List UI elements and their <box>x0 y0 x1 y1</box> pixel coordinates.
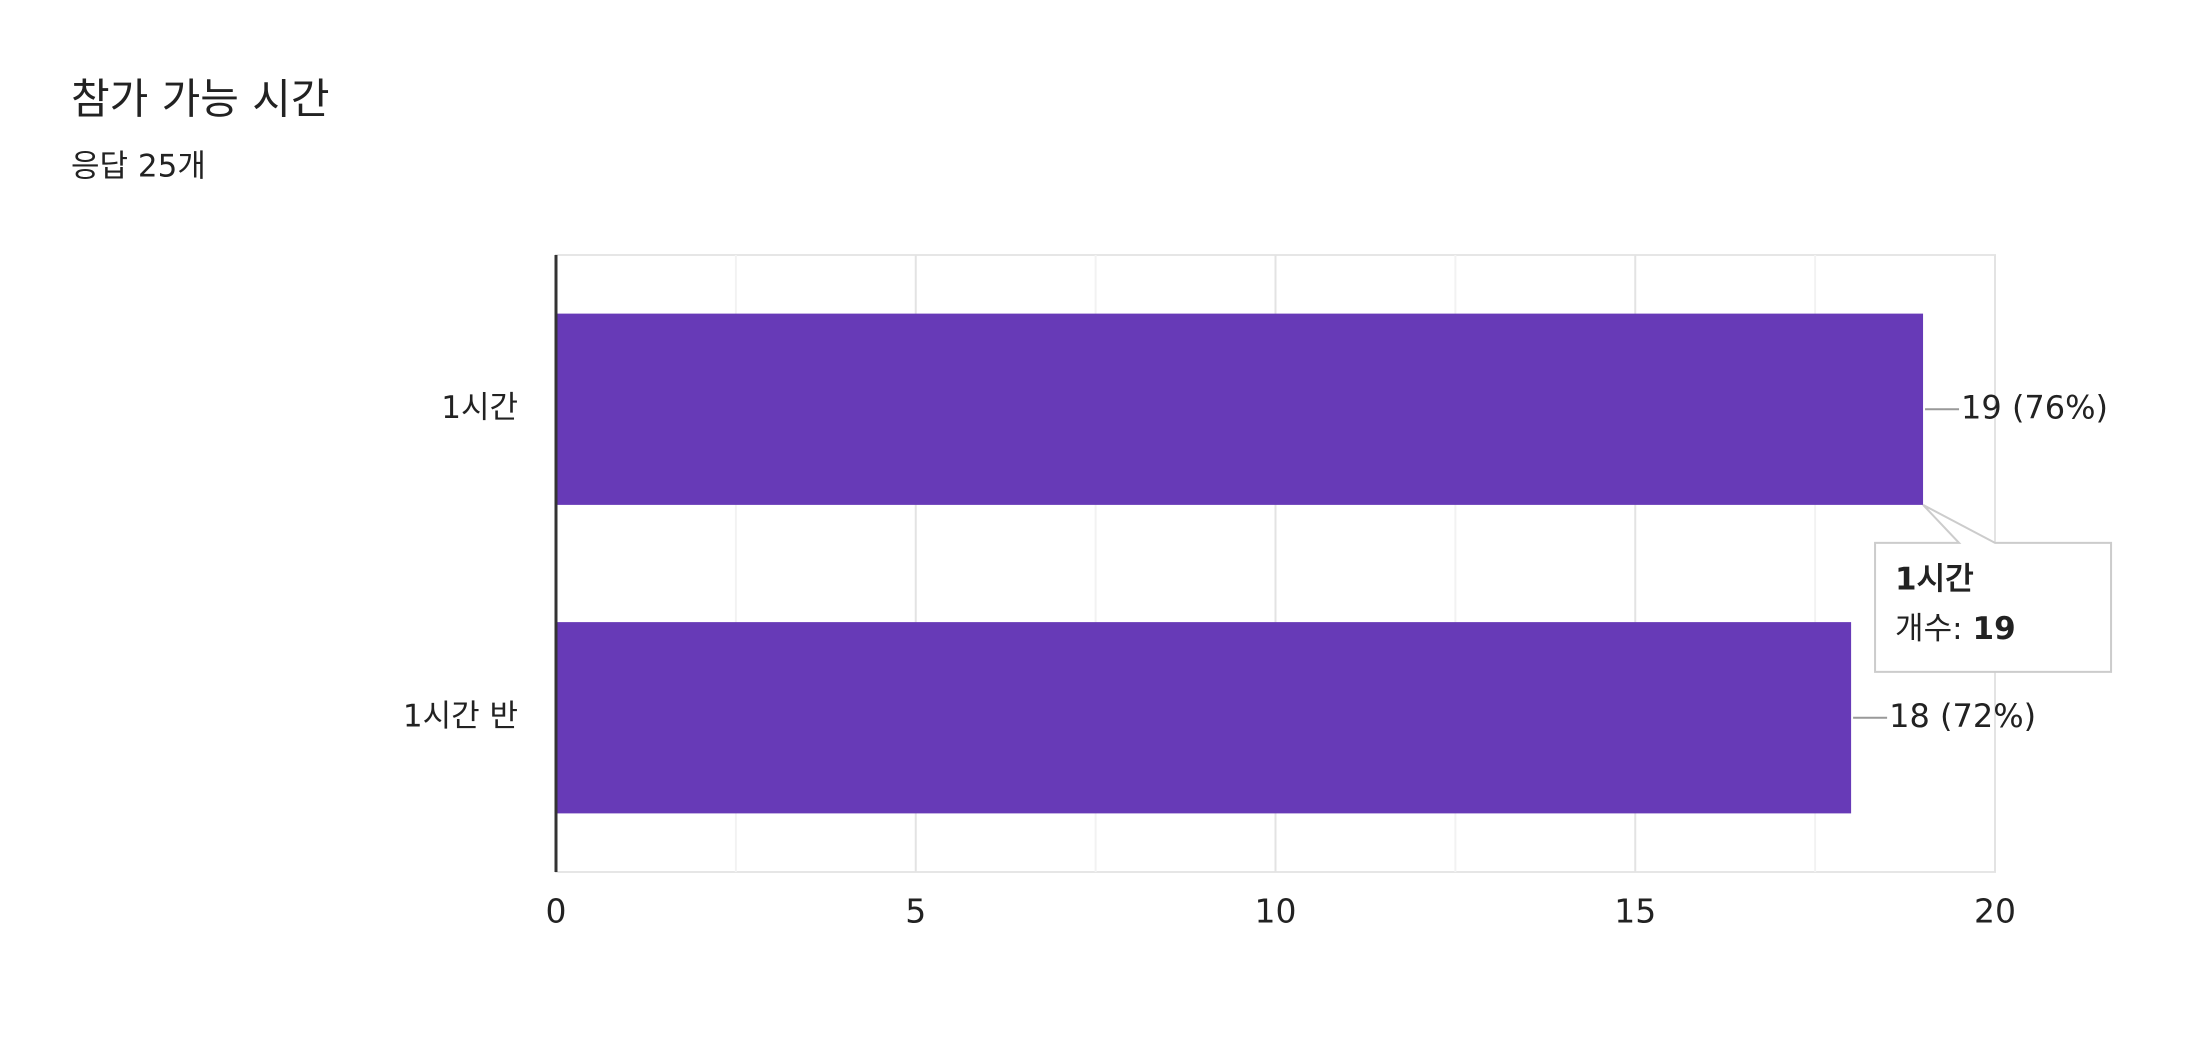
x-tick-label: 10 <box>1255 892 1297 931</box>
bar <box>556 622 1852 814</box>
x-tick-label: 15 <box>1614 892 1656 931</box>
y-tick-label: 1시간 반 <box>403 698 518 734</box>
x-tick-label: 0 <box>546 892 567 931</box>
tooltip-label: 개수: <box>1895 610 1962 646</box>
tooltip-number: 19 <box>1973 610 2016 646</box>
chart-title: 참가 가능 시간 <box>71 75 330 124</box>
bar <box>556 313 1924 505</box>
tooltip-box <box>1874 504 2113 673</box>
chart-subtitle: 응답 25개 <box>71 149 206 185</box>
x-tick-label: 20 <box>1974 892 2016 931</box>
value-label: 19 (76%) <box>1961 388 2108 426</box>
y-tick-label: 1시간 <box>441 390 518 426</box>
tooltip-title: 1시간 <box>1895 561 1974 597</box>
tooltip-value: 개수: 19 <box>1895 610 2016 646</box>
x-tick-label: 5 <box>905 892 926 931</box>
value-label: 18 (72%) <box>1889 697 2036 735</box>
